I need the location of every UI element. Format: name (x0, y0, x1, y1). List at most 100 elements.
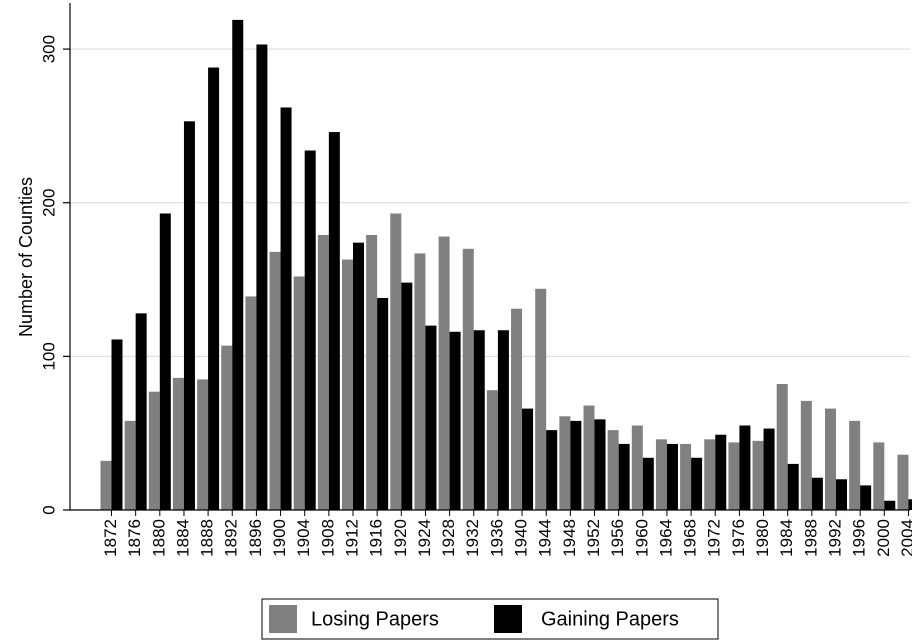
bar-losing-1932 (462, 248, 474, 510)
bar-losing-1964 (655, 439, 667, 510)
bar-gaining-1912 (353, 242, 364, 510)
x-tick-label-1928: 1928 (439, 519, 458, 557)
bar-gaining-1936 (497, 330, 509, 510)
x-tick-label-1980: 1980 (753, 519, 772, 557)
x-tick-label-1920: 1920 (391, 519, 410, 557)
y-axis-ticks: 0 100 200 300 (39, 35, 70, 515)
y-tick-label-0: 0 (39, 505, 58, 514)
x-tick-label-1992: 1992 (825, 519, 844, 557)
bar-losing-1888 (197, 379, 209, 510)
bar-gaining-1888 (208, 67, 220, 510)
x-tick-label-1936: 1936 (487, 519, 506, 557)
x-tick-label-1924: 1924 (415, 519, 434, 557)
bar-gaining-1952 (594, 419, 606, 510)
bar-gaining-1904 (304, 150, 316, 510)
bar-gaining-1976 (739, 425, 751, 510)
bar-losing-1940 (511, 308, 523, 510)
x-tick-label-1964: 1964 (656, 519, 675, 557)
bar-losing-1944 (535, 288, 547, 510)
x-tick-label-1872: 1872 (101, 519, 120, 557)
bar-losing-1984 (776, 384, 788, 510)
x-tick-label-1912: 1912 (342, 519, 361, 557)
bars (100, 19, 912, 511)
bar-losing-1924 (414, 253, 426, 510)
x-tick-label-1916: 1916 (367, 519, 386, 557)
bar-gaining-1920 (401, 282, 413, 510)
x-tick-label-1892: 1892 (222, 519, 241, 557)
bar-gaining-1884 (183, 121, 195, 511)
x-tick-label-1908: 1908 (318, 519, 337, 557)
bar-gaining-1968 (691, 457, 703, 510)
bar-losing-1872 (100, 460, 112, 510)
x-tick-label-1888: 1888 (198, 519, 217, 557)
x-tick-label-1904: 1904 (294, 519, 313, 557)
bar-gaining-1880 (159, 213, 171, 510)
bar-losing-1948 (559, 416, 571, 510)
bar-gaining-1980 (763, 428, 775, 510)
x-tick-label-1944: 1944 (536, 519, 555, 557)
bar-gaining-1900 (280, 107, 292, 511)
legend: Losing Papers Gaining Papers (261, 598, 719, 640)
x-tick-label-1876: 1876 (125, 519, 144, 557)
bar-gaining-1872 (111, 339, 123, 510)
bar-gaining-1892 (232, 19, 244, 511)
legend-box (261, 598, 719, 640)
x-tick-label-1956: 1956 (608, 519, 627, 557)
bar-losing-1928 (438, 236, 450, 510)
x-tick-label-1948: 1948 (560, 519, 579, 557)
bar-losing-1916 (366, 234, 378, 510)
legend-label-gaining-papers: Gaining Papers (541, 608, 679, 630)
x-tick-label-1968: 1968 (681, 519, 700, 557)
bar-gaining-1956 (618, 443, 630, 510)
x-tick-label-1996: 1996 (850, 519, 869, 557)
bar-losing-1976 (728, 442, 740, 510)
legend-swatch-gaining-papers (494, 605, 522, 633)
x-tick-label-1896: 1896 (246, 519, 265, 557)
x-tick-label-1900: 1900 (270, 519, 289, 557)
bar-losing-2000 (873, 442, 885, 510)
y-tick-label-300: 300 (39, 35, 58, 63)
bar-losing-1936 (486, 390, 498, 510)
x-tick-label-1988: 1988 (801, 519, 820, 557)
bar-gaining-1896 (256, 44, 268, 511)
bar-losing-2004 (897, 454, 909, 510)
bar-gaining-1908 (328, 132, 340, 510)
x-tick-label-1940: 1940 (512, 519, 531, 557)
bar-losing-1980 (752, 440, 764, 510)
bar-losing-1992 (825, 408, 836, 510)
bar-losing-1952 (583, 405, 595, 510)
bar-gaining-1988 (811, 477, 823, 510)
bar-losing-1920 (390, 213, 402, 510)
legend-swatch-losing-papers (269, 605, 297, 633)
bar-losing-1892 (221, 345, 233, 510)
bar-losing-1968 (680, 443, 692, 510)
bar-gaining-1944 (546, 430, 558, 510)
bar-losing-1880 (148, 391, 160, 510)
bar-losing-1884 (172, 377, 184, 510)
bar-gaining-1928 (449, 331, 461, 510)
bar-losing-1956 (607, 430, 619, 510)
bar-losing-1896 (245, 296, 257, 510)
bar-losing-1876 (124, 420, 136, 510)
bar-losing-1960 (631, 425, 643, 510)
bar-gaining-1916 (377, 297, 389, 510)
x-tick-label-2004: 2004 (898, 519, 912, 557)
bar-gaining-1932 (473, 330, 485, 510)
bar-losing-1988 (800, 400, 812, 510)
bar-losing-1908 (317, 234, 329, 510)
x-tick-label-1884: 1884 (173, 519, 192, 557)
bar-gaining-1964 (666, 443, 678, 510)
bar-gaining-2000 (884, 500, 896, 510)
y-tick-label-100: 100 (39, 342, 58, 370)
bar-losing-1912 (342, 259, 353, 510)
x-tick-label-1880: 1880 (149, 519, 168, 557)
bar-gaining-2004 (908, 499, 912, 510)
bar-gaining-1924 (425, 325, 437, 510)
bar-losing-1900 (269, 251, 281, 510)
x-tick-label-1972: 1972 (705, 519, 724, 557)
y-tick-label-200: 200 (39, 189, 58, 217)
x-tick-label-1932: 1932 (463, 519, 482, 557)
bar-losing-1904 (293, 276, 305, 510)
bar-gaining-1940 (522, 408, 534, 510)
